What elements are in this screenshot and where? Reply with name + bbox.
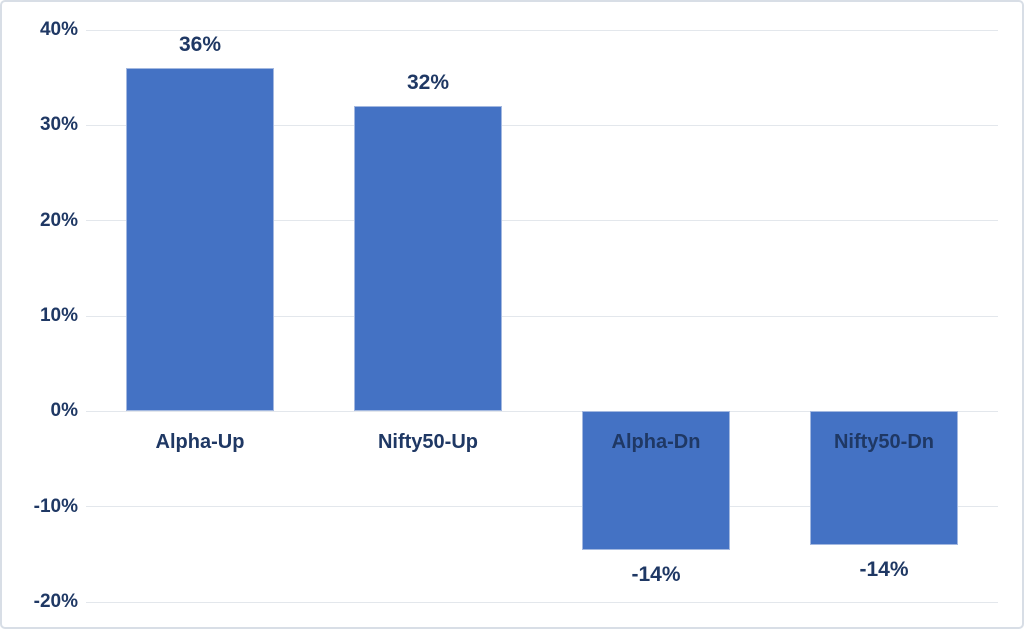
bar-alpha-dn bbox=[582, 411, 730, 550]
category-label-nifty50-up: Nifty50-Up bbox=[377, 431, 478, 454]
gridline--20pct bbox=[86, 601, 998, 603]
data-label-nifty50-up: 32% bbox=[406, 71, 450, 95]
gridline-10pct bbox=[86, 315, 998, 317]
y-axis-tick-label: -20% bbox=[33, 591, 78, 612]
y-axis-tick-label: 20% bbox=[39, 209, 78, 231]
y-axis-tick-label: -10% bbox=[33, 495, 78, 517]
data-label-alpha-up: 36% bbox=[178, 33, 222, 57]
bar-nifty50-dn bbox=[810, 411, 958, 545]
gridline-20pct bbox=[86, 220, 998, 222]
category-label-nifty50-dn: Nifty50-Dn bbox=[833, 431, 934, 454]
gridline-0pct bbox=[86, 410, 998, 412]
y-axis-tick-label: 30% bbox=[39, 114, 78, 136]
data-label-alpha-dn: -14% bbox=[631, 562, 681, 586]
bar-nifty50-up bbox=[354, 106, 502, 412]
y-axis-tick-label: 0% bbox=[50, 400, 78, 422]
gridline-30pct bbox=[86, 124, 998, 126]
data-label-nifty50-dn: -14% bbox=[859, 557, 909, 581]
category-label-alpha-dn: Alpha-Dn bbox=[611, 431, 701, 454]
y-axis-tick-label: 40% bbox=[39, 19, 78, 40]
gridline--10pct bbox=[86, 506, 998, 508]
y-axis-tick-label: 10% bbox=[39, 305, 78, 326]
bar-alpha-up bbox=[126, 68, 274, 412]
category-label-alpha-up: Alpha-Up bbox=[155, 431, 245, 454]
gridline-40pct bbox=[86, 29, 998, 31]
